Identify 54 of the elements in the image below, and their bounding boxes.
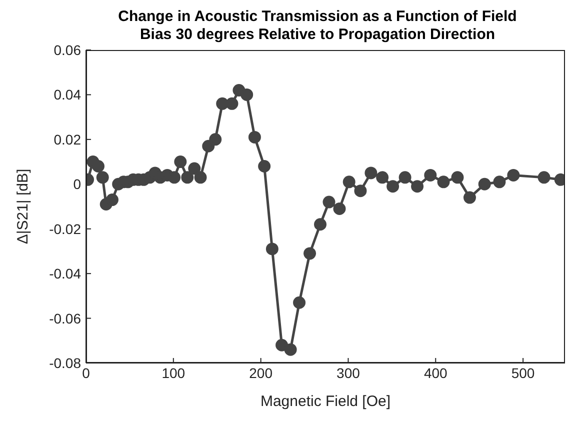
point <box>322 196 336 208</box>
point <box>240 88 254 101</box>
point <box>216 97 229 110</box>
y-tick-label: -0.04 <box>49 266 82 282</box>
point <box>314 218 327 231</box>
x-tick-label: 100 <box>162 364 186 381</box>
y-tick-label: -0.02 <box>49 220 82 237</box>
point <box>194 171 207 184</box>
x-tick-label: 500 <box>511 364 535 381</box>
point <box>188 162 201 175</box>
point <box>538 171 550 184</box>
point <box>507 168 520 182</box>
y-axis-title: Δ|S21| [dB] <box>14 168 32 244</box>
point <box>226 97 238 110</box>
point <box>181 171 194 184</box>
point <box>424 168 437 182</box>
y-tick-label: -0.06 <box>49 310 82 326</box>
x-tick-label: 300 <box>336 364 360 381</box>
point <box>258 160 271 173</box>
point <box>276 338 288 352</box>
point <box>386 180 400 193</box>
point <box>354 184 367 198</box>
point <box>96 171 109 184</box>
point <box>293 296 306 309</box>
point <box>342 176 356 188</box>
point <box>266 242 278 256</box>
point <box>284 343 297 356</box>
point <box>304 247 316 260</box>
point <box>411 180 424 193</box>
x-tick-label: 400 <box>424 364 448 381</box>
y-tick-label: -0.08 <box>49 354 82 371</box>
y-tick-label: 0.04 <box>54 86 82 103</box>
point <box>437 176 450 188</box>
point <box>92 160 104 173</box>
point <box>209 133 222 146</box>
y-tick-label: 0.06 <box>54 42 82 58</box>
point <box>248 130 261 144</box>
point <box>493 176 506 188</box>
y-tick-label: 0.02 <box>54 131 82 148</box>
x-tick-label: 200 <box>249 364 273 381</box>
point <box>106 194 118 206</box>
point <box>364 166 378 180</box>
point <box>174 156 187 168</box>
point <box>398 171 412 184</box>
y-tick-label: 0 <box>73 176 82 192</box>
point <box>463 191 476 204</box>
point <box>333 202 346 215</box>
x-axis-title: Magnetic Field [Oe] <box>260 393 391 410</box>
point <box>202 140 215 152</box>
point <box>478 178 491 190</box>
point <box>451 171 464 184</box>
chart-title: Change in Acoustic Transmission as a Function of Field Bias 30 degrees Relative to Propagation Direction <box>117 8 518 43</box>
point <box>376 171 389 184</box>
point <box>168 171 181 184</box>
